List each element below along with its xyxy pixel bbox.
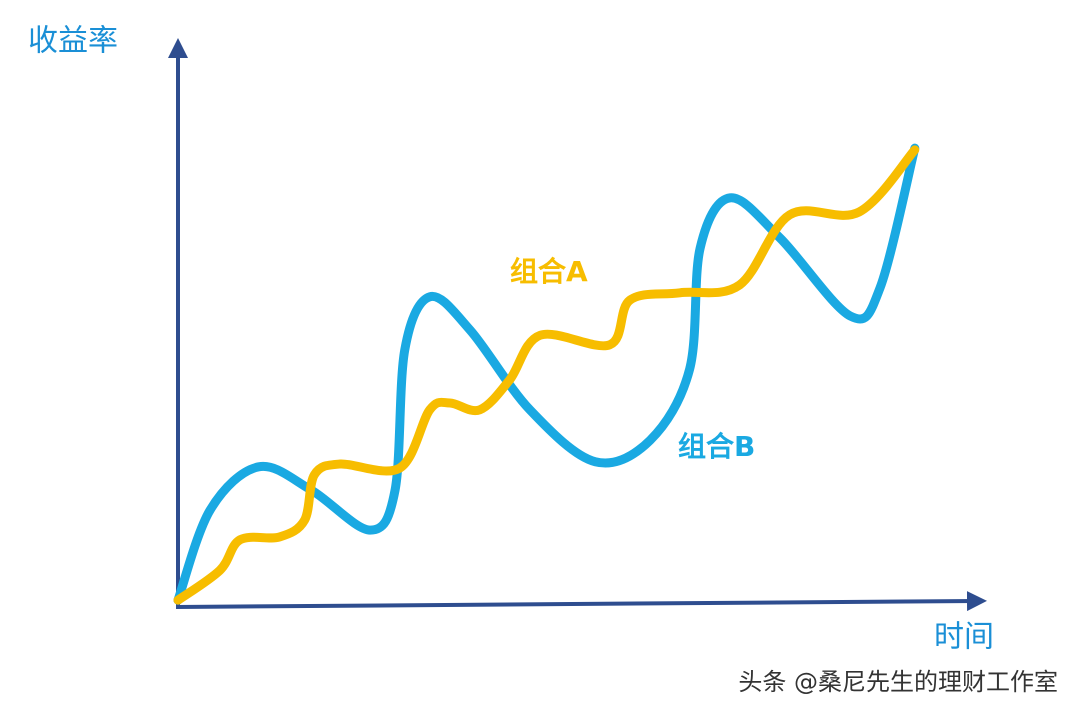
x-axis [175, 591, 987, 612]
x-axis-label: 时间 [934, 620, 994, 655]
series-line [173, 143, 920, 605]
series-label: 组合B [678, 430, 755, 463]
watermark: 头条 @桑尼先生的理财工作室 [738, 668, 1058, 696]
series-line [173, 145, 920, 605]
series-label: 组合A [510, 255, 588, 288]
y-axis-label: 收益率 [28, 24, 118, 59]
